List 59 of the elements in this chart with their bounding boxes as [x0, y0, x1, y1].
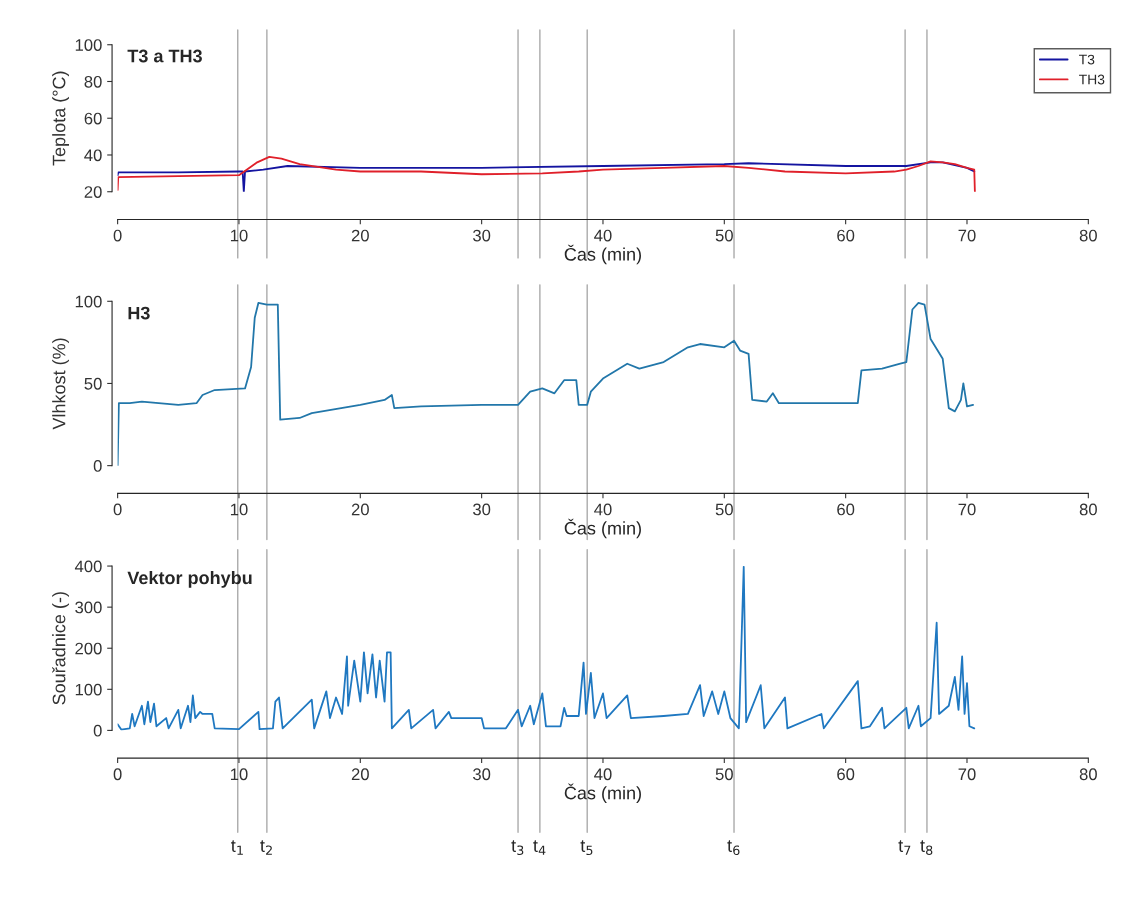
ref-line-label: t$_{3}$ — [511, 840, 524, 856]
x-tick-label: 70 — [958, 768, 976, 781]
x-tick-label: 80 — [1079, 503, 1097, 516]
ref-line-label: t$_{4}$ — [533, 840, 546, 855]
y-tick-label: 100 — [75, 295, 102, 308]
legend-label: TH3 — [1079, 74, 1105, 85]
x-tick-label: 50 — [715, 768, 733, 781]
ref-line-label: t$_{1}$ — [231, 840, 243, 855]
x-tick-label: 30 — [473, 768, 491, 781]
x-tick-label: 20 — [351, 768, 369, 781]
x-tick-label: 10 — [230, 229, 248, 242]
x-tick-label: 40 — [594, 503, 612, 516]
x-axis-title: Čas (min) — [564, 518, 641, 539]
x-tick-label: 0 — [113, 229, 122, 242]
x-tick-label: 20 — [351, 229, 369, 242]
y-tick-label: 100 — [75, 39, 102, 51]
ref-line-label: t$_{5}$ — [580, 840, 593, 856]
ref-line-label: t$_{8}$ — [920, 840, 933, 856]
y-tick-label: 100 — [75, 683, 102, 696]
chart-title: Vektor pohybu — [127, 570, 252, 588]
y-tick-label: 0 — [93, 460, 102, 472]
x-tick-label: 30 — [473, 229, 491, 242]
x-tick-label: 40 — [594, 768, 612, 781]
y-tick-label: 200 — [75, 642, 102, 655]
y-tick-label: 60 — [84, 112, 102, 125]
x-tick-label: 60 — [837, 229, 855, 242]
ref-line-label: t$_{6}$ — [727, 840, 740, 856]
x-tick-label: 50 — [715, 229, 733, 242]
x-tick-label: 10 — [230, 768, 248, 781]
y-tick-label: 50 — [84, 377, 102, 390]
y-tick-label: 20 — [84, 186, 102, 198]
x-tick-label: 80 — [1079, 229, 1097, 242]
ref-line-label: t$_{2}$ — [260, 840, 272, 855]
x-tick-label: 50 — [715, 503, 733, 516]
chart-title: T3 a TH3 — [127, 49, 202, 63]
x-tick-label: 60 — [837, 503, 855, 516]
x-tick-label: 70 — [958, 503, 976, 516]
x-tick-label: 10 — [230, 503, 248, 516]
y-axis-title: Vlhkost (%) — [52, 338, 69, 430]
ref-line-label: t$_{7}$ — [898, 840, 911, 855]
x-tick-label: 20 — [351, 503, 369, 516]
y-tick-label: 80 — [84, 75, 102, 88]
x-axis-title: Čas (min) — [564, 244, 641, 265]
y-axis-title: Teplota (°C) — [52, 71, 69, 166]
x-tick-label: 0 — [113, 768, 122, 781]
x-tick-label: 0 — [113, 503, 122, 516]
x-tick-label: 30 — [473, 503, 491, 516]
x-tick-label: 80 — [1079, 768, 1097, 781]
legend-label: T3 — [1079, 54, 1095, 65]
y-tick-label: 300 — [75, 601, 102, 614]
x-axis-title: Čas (min) — [564, 783, 641, 803]
y-tick-label: 400 — [74, 560, 102, 573]
y-tick-label: 0 — [93, 724, 102, 737]
y-axis-title: Souřadnice (-) — [52, 592, 69, 705]
x-tick-label: 60 — [837, 768, 855, 781]
x-tick-label: 40 — [594, 229, 612, 242]
chart-title: H3 — [128, 306, 150, 320]
y-tick-label: 40 — [84, 149, 102, 162]
x-tick-label: 70 — [958, 229, 976, 242]
